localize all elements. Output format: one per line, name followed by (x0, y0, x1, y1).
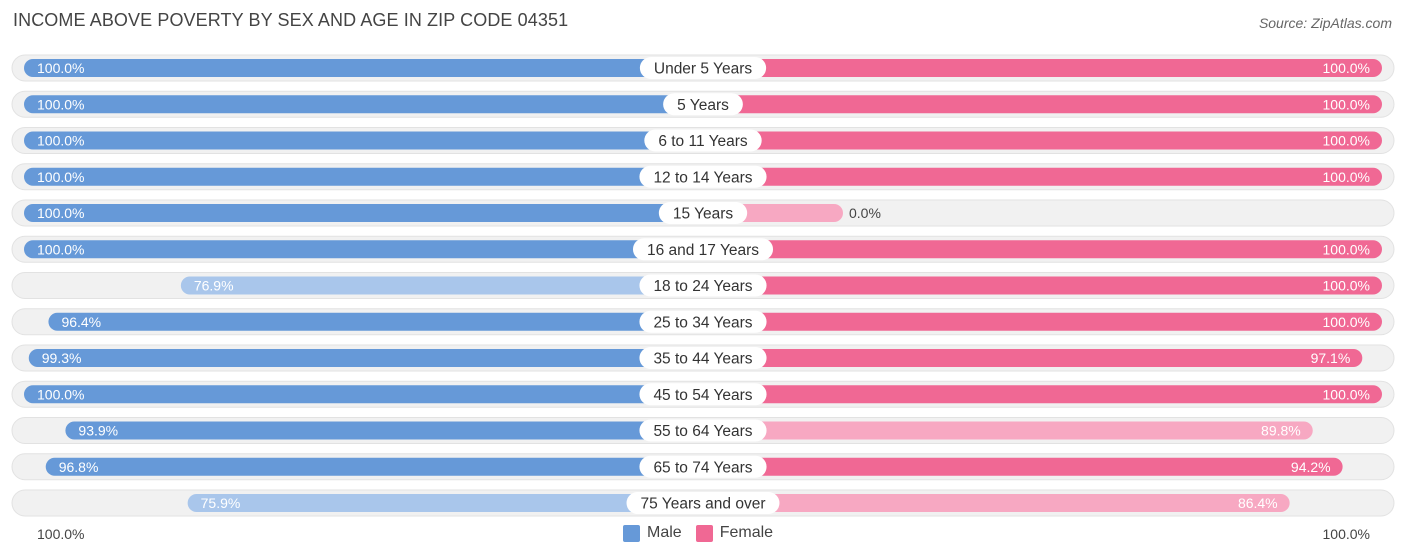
category-pill (632, 238, 774, 261)
male-value-label: 96.4% (61, 314, 101, 330)
male-bar (45, 457, 703, 476)
female-bar (703, 59, 1382, 77)
category-label: 55 to 64 Years (653, 423, 752, 440)
male-value-label: 76.9% (194, 278, 234, 294)
category-pill (639, 419, 767, 442)
category-pill (644, 129, 762, 152)
category-label: 75 Years and over (641, 496, 766, 513)
female-value-label: 89.8% (1261, 423, 1301, 439)
category-label: 16 and 17 Years (647, 242, 759, 259)
female-bar (703, 167, 1382, 186)
legend: Male Female (623, 524, 787, 542)
axis-left-label: 100.0% (37, 526, 85, 542)
male-bar (65, 421, 703, 440)
male-value-label: 99.3% (42, 350, 82, 366)
female-bar (703, 421, 1313, 440)
category-pill (639, 383, 767, 406)
female-value-label: 100.0% (1323, 241, 1370, 257)
female-value-label: 100.0% (1323, 133, 1370, 149)
female-bar (703, 349, 1363, 367)
male-value-label: 100.0% (37, 96, 84, 112)
legend-label-male: Male (647, 524, 682, 541)
male-bar (24, 204, 703, 222)
category-label: 35 to 44 Years (653, 351, 752, 368)
male-bar (24, 385, 703, 404)
female-value-label: 0.0% (849, 205, 881, 221)
category-label: 18 to 24 Years (653, 278, 752, 295)
chart-title: INCOME ABOVE POVERTY BY SEX AND AGE IN Z… (13, 10, 569, 30)
category-label: 45 to 54 Years (653, 387, 752, 404)
female-value-label: 94.2% (1291, 459, 1331, 475)
category-pill (639, 165, 767, 188)
female-bar (703, 312, 1382, 331)
male-value-label: 100.0% (37, 386, 84, 402)
male-value-label: 75.9% (201, 495, 241, 511)
male-value-label: 93.9% (78, 423, 118, 439)
male-value-label: 100.0% (37, 60, 84, 76)
chart-plot: 100.0% 100.0% Under 5 Years 100.0% 100.0% 5 Y… (11, 54, 1395, 517)
male-value-label: 100.0% (37, 169, 84, 185)
male-bar (24, 167, 703, 186)
male-value-label: 100.0% (37, 205, 84, 221)
male-bar (24, 95, 703, 114)
category-pill (626, 492, 780, 514)
male-value-label: 100.0% (37, 241, 84, 257)
legend-item-female[interactable]: Female (695, 524, 774, 542)
female-value-label: 97.1% (1311, 350, 1351, 366)
male-bar (180, 276, 703, 295)
male-value-label: 96.8% (59, 459, 99, 475)
female-bar (703, 240, 1382, 259)
category-pill (639, 57, 767, 79)
female-value-label: 100.0% (1323, 314, 1370, 330)
category-label: 6 to 11 Years (658, 133, 748, 150)
category-pill (639, 274, 767, 297)
female-bar (703, 457, 1343, 476)
category-label: 15 Years (673, 206, 734, 223)
female-bar (703, 494, 1290, 512)
female-value-label: 100.0% (1323, 169, 1370, 185)
category-label: 65 to 74 Years (653, 459, 752, 476)
category-pill (639, 455, 767, 478)
category-label: Under 5 Years (654, 61, 752, 78)
legend-item-male[interactable]: Male (623, 524, 682, 542)
male-bar (24, 59, 703, 77)
male-bar (187, 494, 704, 512)
female-value-label: 100.0% (1323, 96, 1370, 112)
male-bar (24, 131, 703, 150)
female-bar (703, 276, 1382, 295)
male-bar (24, 240, 703, 259)
female-value-label: 100.0% (1323, 278, 1370, 294)
female-bar (703, 131, 1382, 150)
axis-right-label: 100.0% (1322, 526, 1370, 542)
category-pill (658, 202, 748, 224)
legend-label-female: Female (719, 524, 774, 541)
category-pill (639, 310, 767, 333)
male-bar (48, 312, 704, 331)
female-value-label: 100.0% (1323, 60, 1370, 76)
male-value-label: 100.0% (37, 133, 84, 149)
chart-source: Source: ZipAtlas.com (1258, 15, 1392, 31)
female-value-label: 100.0% (1323, 386, 1370, 402)
category-pill (639, 347, 767, 369)
female-value-label: 86.4% (1238, 495, 1278, 511)
category-pill (663, 93, 743, 116)
male-bar (28, 349, 704, 367)
category-label: 12 to 14 Years (653, 169, 752, 186)
category-label: 5 Years (677, 97, 729, 114)
legend-swatch-male (623, 524, 640, 542)
legend-swatch-female (695, 524, 713, 542)
female-bar (703, 385, 1382, 404)
female-bar (703, 95, 1382, 114)
category-label: 25 to 34 Years (653, 314, 752, 331)
